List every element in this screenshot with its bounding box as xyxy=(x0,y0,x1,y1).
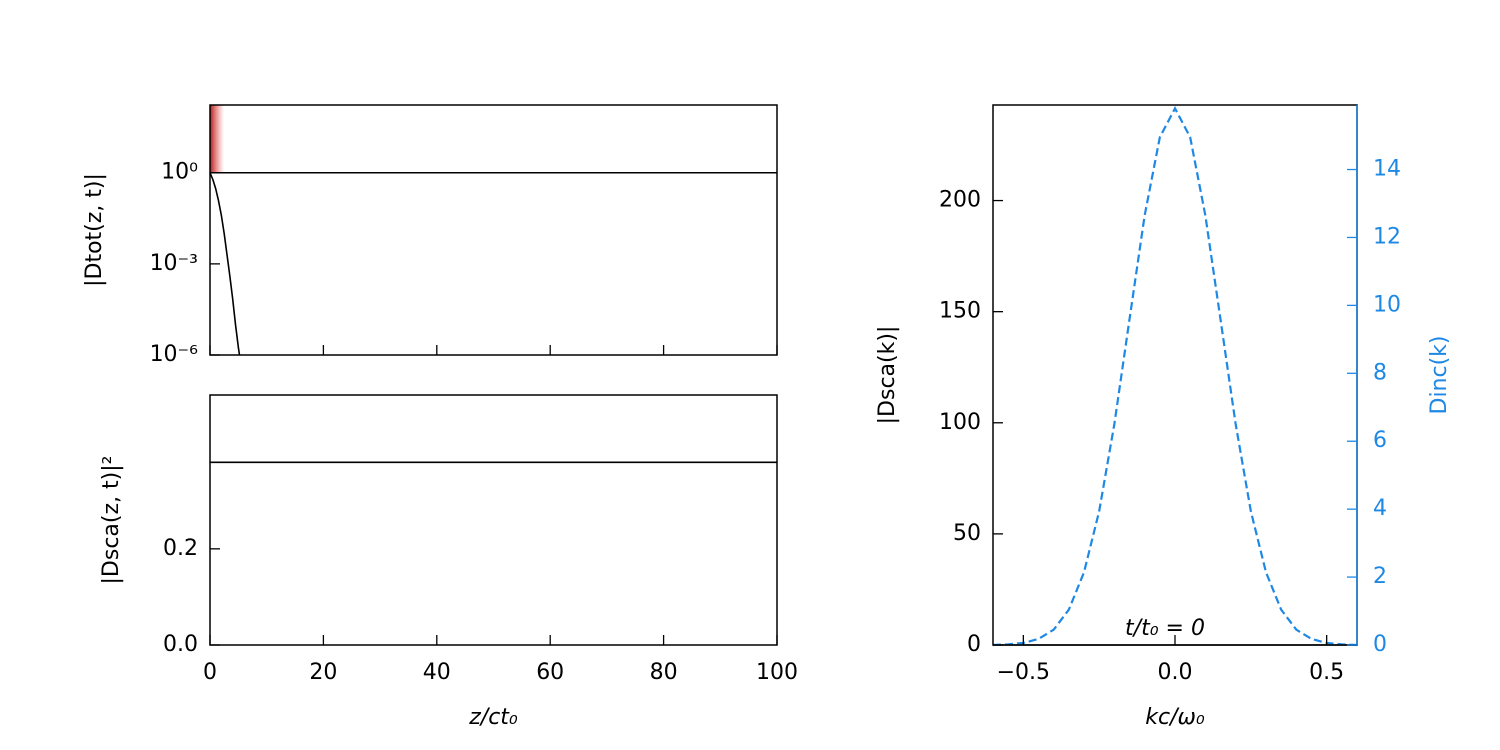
series-line xyxy=(209,172,241,356)
axes-frame xyxy=(992,104,1358,646)
x-axis-label: z/ct₀ xyxy=(468,705,518,730)
y-tick-label: 200 xyxy=(939,188,981,213)
y-tick-label: 150 xyxy=(939,299,981,324)
y2-tick-label: 12 xyxy=(1373,224,1401,249)
y2-tick-label: 2 xyxy=(1373,564,1387,589)
annotation: t/t₀ = 0 xyxy=(1125,616,1205,641)
y-tick-label: 10⁻³ xyxy=(150,251,198,276)
x-tick-label: 100 xyxy=(756,660,798,685)
y-axis-label: |Dtot(z, t)| xyxy=(82,173,107,287)
y2-tick-label: 8 xyxy=(1373,360,1387,385)
x-tick-label: 0.0 xyxy=(1158,660,1193,685)
y2-axis-label: Dinc(k) xyxy=(1427,336,1452,415)
x-tick-label: 80 xyxy=(650,660,678,685)
y2-tick-label: 6 xyxy=(1373,428,1387,453)
y-tick-label: 0 xyxy=(967,632,981,657)
y-tick-label: 10⁰ xyxy=(161,160,198,185)
y-tick-label: 50 xyxy=(953,521,981,546)
y-axis-label: |Dsca(z, t)|² xyxy=(99,456,124,585)
x-tick-label: 60 xyxy=(536,660,564,685)
y2-tick-label: 10 xyxy=(1373,292,1401,317)
y-tick-label: 100 xyxy=(939,410,981,435)
y-tick-label: 0.0 xyxy=(163,632,198,657)
x-tick-label: 20 xyxy=(309,660,337,685)
axes-frame xyxy=(209,394,778,646)
y-tick-label: 10⁻⁶ xyxy=(150,342,199,367)
y2-tick-label: 0 xyxy=(1373,632,1387,657)
y2-tick-label: 4 xyxy=(1373,496,1387,521)
x-axis-label: kc/ω₀ xyxy=(1145,705,1205,730)
y2-tick-label: 14 xyxy=(1373,157,1401,182)
intensity-shade xyxy=(210,105,224,173)
x-tick-label: −0.5 xyxy=(997,660,1050,685)
y-tick-label: 0.2 xyxy=(163,536,198,561)
x-tick-label: 40 xyxy=(423,660,451,685)
y-axis-label: |Dsca(k)| xyxy=(875,326,900,425)
series-line xyxy=(992,106,1358,647)
x-tick-label: 0.5 xyxy=(1309,660,1344,685)
axes-frame xyxy=(209,104,778,356)
x-tick-label: 0 xyxy=(203,660,217,685)
